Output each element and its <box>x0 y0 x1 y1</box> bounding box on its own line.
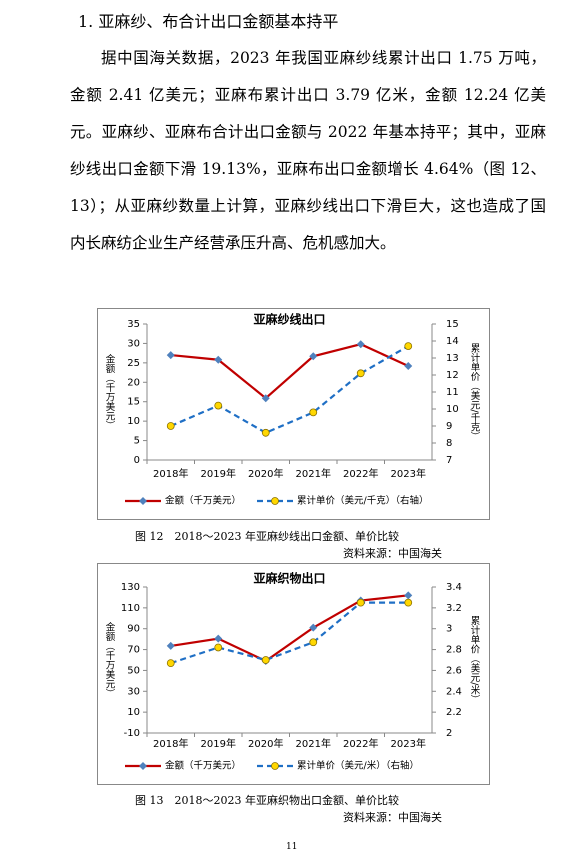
y2-tick-label: 2.8 <box>446 645 462 656</box>
chart-border <box>97 563 490 785</box>
y2-tick-label: 2.4 <box>446 686 462 697</box>
x-tick-label: 2018年 <box>153 467 188 480</box>
y2-tick-label: 2.6 <box>446 665 462 676</box>
heading: 1. 亚麻纱、布合计出口金额基本持平 <box>78 12 339 31</box>
y-axis-title: 金额（千万美元） <box>104 353 116 430</box>
x-tick-label: 2021年 <box>296 737 331 750</box>
data-point <box>214 643 223 652</box>
data-point <box>166 351 175 360</box>
y2-tick-label: 15 <box>446 319 459 330</box>
source: 资料来源：中国海关 <box>343 811 442 824</box>
legend-label: 累计单价（美元/千克）（右轴） <box>297 495 428 507</box>
x-tick-label: 2023年 <box>391 737 426 750</box>
x-tick-label: 2020年 <box>248 467 283 480</box>
paragraph: 据中国海关数据，2023 年我国亚麻纱线累计出口 1.75 万吨，金额 2.41… <box>70 49 546 252</box>
data-point <box>166 641 175 650</box>
y2-tick-label: 2 <box>446 728 452 739</box>
series-line <box>170 594 409 663</box>
data-point <box>404 361 413 370</box>
legend-marker <box>139 497 147 505</box>
y-tick-label: 25 <box>127 358 140 369</box>
y-tick-label: 30 <box>127 686 140 697</box>
x-tick-label: 2022年 <box>343 467 378 480</box>
chart-title: 亚麻纱线出口 <box>253 312 325 327</box>
data-point <box>404 598 413 607</box>
y2-tick-label: 3 <box>446 624 452 635</box>
data-point <box>356 340 365 349</box>
y-tick-label: 20 <box>127 377 140 388</box>
y2-tick-label: 8 <box>446 438 452 449</box>
y2-tick-label: 7 <box>446 455 452 466</box>
y-tick-label: -10 <box>124 728 140 739</box>
x-tick-label: 2023年 <box>391 467 426 480</box>
y-tick-label: 0 <box>134 455 140 466</box>
data-point <box>261 656 270 664</box>
legend-marker <box>271 497 279 505</box>
data-point <box>214 401 223 410</box>
y2-axis-title: 累计单价（美元/千克） <box>469 343 481 441</box>
data-point <box>309 638 318 647</box>
series-line <box>170 601 409 665</box>
y2-tick-label: 3.2 <box>446 603 462 614</box>
y-tick-label: 30 <box>127 338 140 349</box>
y2-tick-label: 12 <box>446 370 459 381</box>
data-point <box>261 428 270 437</box>
data-point <box>356 369 365 378</box>
legend-label: 累计单价（美元/米）（右轴） <box>297 760 419 772</box>
y-tick-label: 10 <box>127 416 140 427</box>
chart-border <box>97 308 490 520</box>
y2-tick-label: 9 <box>446 421 452 432</box>
legend-marker <box>139 762 147 770</box>
y-tick-label: 110 <box>121 603 140 614</box>
figure-caption: 图 13 2018～2023 年亚麻织物出口金额、单价比较 <box>135 794 399 807</box>
data-point <box>404 342 413 350</box>
data-point <box>309 352 318 361</box>
data-point <box>309 408 318 417</box>
y2-tick-label: 10 <box>446 404 459 415</box>
legend-label: 金额（千万美元） <box>165 760 241 772</box>
data-point <box>214 634 223 643</box>
legend-label: 金额（千万美元） <box>165 495 241 507</box>
x-tick-label: 2018年 <box>153 737 188 750</box>
y-tick-label: 5 <box>134 436 140 447</box>
y-tick-label: 10 <box>127 707 140 718</box>
chart-title: 亚麻织物出口 <box>253 571 325 586</box>
x-tick-label: 2022年 <box>343 737 378 750</box>
page-number: 11 <box>286 842 298 852</box>
chart: 亚麻织物出口 -10 10 30 50 70 90 110 130 2 2.2 2.4 2.6 2.8 3 3… <box>97 563 490 785</box>
data-point <box>261 394 270 403</box>
data-point <box>166 422 175 430</box>
y-tick-label: 130 <box>121 582 140 593</box>
y-tick-label: 70 <box>127 645 140 656</box>
x-tick-label: 2019年 <box>201 737 236 750</box>
y-tick-label: 35 <box>127 319 140 330</box>
y-tick-label: 90 <box>127 624 140 635</box>
x-tick-label: 2019年 <box>201 467 236 480</box>
data-point <box>166 659 175 668</box>
source: 资料来源：中国海关 <box>343 547 442 560</box>
x-tick-label: 2020年 <box>248 737 283 750</box>
series-line <box>170 345 409 435</box>
y-tick-label: 50 <box>127 665 140 676</box>
y-tick-label: 15 <box>127 397 140 408</box>
y2-tick-label: 11 <box>446 387 459 398</box>
legend-marker <box>271 762 279 770</box>
y-axis-title: 金额（千万美元） <box>104 621 116 698</box>
x-tick-label: 2021年 <box>296 467 331 480</box>
data-point <box>404 591 413 600</box>
y2-tick-label: 13 <box>446 353 459 364</box>
figure-caption: 图 12 2018～2023 年亚麻纱线出口金额、单价比较 <box>135 530 399 543</box>
data-point <box>214 355 223 364</box>
y2-axis-title: 累计单价（美元/米） <box>469 616 481 705</box>
y2-tick-label: 2.2 <box>446 707 462 718</box>
series-line <box>170 343 409 400</box>
chart: 亚麻纱线出口 0 5 10 15 20 25 30 35 7 8 9 10 11 12 13 14 15 金额（千万… <box>97 308 490 520</box>
y2-tick-label: 3.4 <box>446 582 462 593</box>
y2-tick-label: 14 <box>446 336 459 347</box>
data-point <box>309 623 318 632</box>
data-point <box>356 598 365 607</box>
